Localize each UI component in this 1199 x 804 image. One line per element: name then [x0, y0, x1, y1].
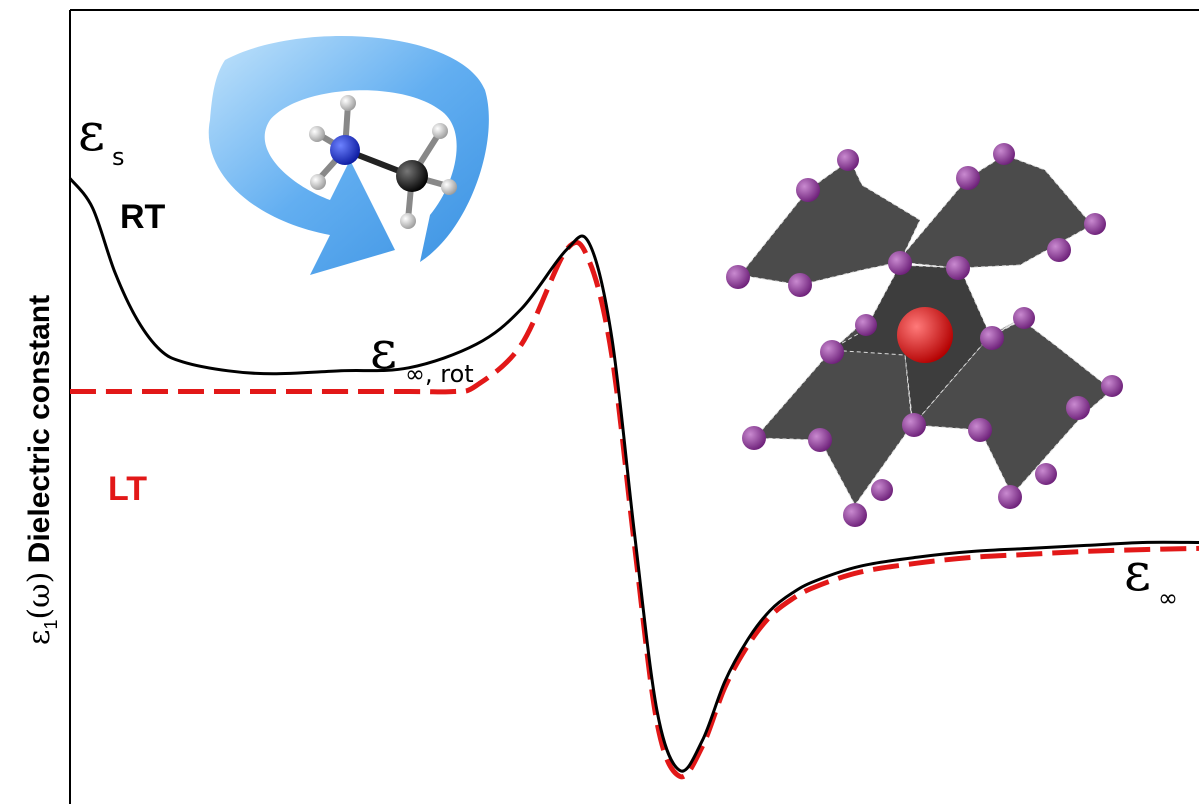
y-axis-text: Dielectric constant	[23, 294, 56, 564]
series-layer	[68, 177, 1199, 780]
iodine-atom	[837, 149, 859, 171]
eps-rot-symbol: ε	[370, 321, 397, 381]
iodine-atom	[888, 251, 912, 275]
series-line-lt	[69, 239, 1199, 780]
iodine-atom	[1084, 213, 1106, 235]
nitrogen-atom	[330, 135, 360, 165]
y-axis-symbol: ε	[22, 629, 57, 646]
hydrogen-atom	[340, 95, 356, 111]
y-axis-subscript: 1	[41, 619, 61, 630]
hydrogen-atom	[441, 179, 457, 195]
carbon-atom	[396, 160, 428, 192]
iodine-atom	[742, 426, 766, 450]
eps-rot-subscript: ∞, rot	[405, 360, 474, 388]
iodine-atom	[843, 503, 867, 527]
y-axis-argument: (ω)	[22, 571, 57, 620]
iodine-atom	[1066, 396, 1090, 420]
perovskite-lattice-illustration	[726, 143, 1123, 527]
rotation-arrow-icon	[208, 36, 489, 275]
annotations: ε s RT ε ∞, rot LT ε ∞	[78, 103, 1178, 612]
iodine-atom	[1013, 307, 1035, 329]
eps-s-subscript: s	[112, 143, 125, 171]
iodine-atom	[1047, 238, 1071, 262]
iodine-atom	[1101, 375, 1123, 397]
y-axis-label-wrap: ε1(ω) Dielectric constant	[0, 0, 62, 804]
iodine-atoms	[726, 143, 1123, 527]
hydrogen-atom	[310, 174, 326, 190]
hydrogen-atom	[400, 213, 416, 229]
iodine-atom	[946, 256, 970, 280]
y-axis-label: ε1(ω) Dielectric constant	[22, 295, 62, 645]
iodine-atom	[993, 143, 1015, 165]
iodine-atom	[968, 418, 992, 442]
axes	[69, 9, 1199, 804]
hydrogen-atom	[309, 126, 325, 142]
iodine-atom	[796, 178, 820, 202]
iodine-atom	[980, 326, 1004, 350]
iodine-atom	[956, 166, 980, 190]
iodine-atom	[820, 340, 844, 364]
eps-s-symbol: ε	[78, 103, 105, 163]
iodine-atom	[998, 485, 1022, 509]
hydrogen-atom	[432, 123, 448, 139]
series-line-rt	[68, 177, 1199, 773]
lt-label: LT	[108, 470, 147, 508]
eps-inf-subscript: ∞	[1158, 584, 1178, 612]
rt-label: RT	[120, 198, 166, 236]
iodine-atom	[902, 413, 926, 437]
rotating-molecule-illustration	[208, 36, 489, 275]
iodine-atom	[855, 314, 877, 336]
eps-inf-symbol: ε	[1124, 543, 1151, 603]
iodine-atom	[788, 273, 812, 297]
iodine-atom	[871, 479, 893, 501]
iodine-atom	[1035, 463, 1057, 485]
iodine-atom	[726, 265, 750, 289]
iodine-atom	[808, 428, 832, 452]
cation-atom	[897, 307, 953, 363]
